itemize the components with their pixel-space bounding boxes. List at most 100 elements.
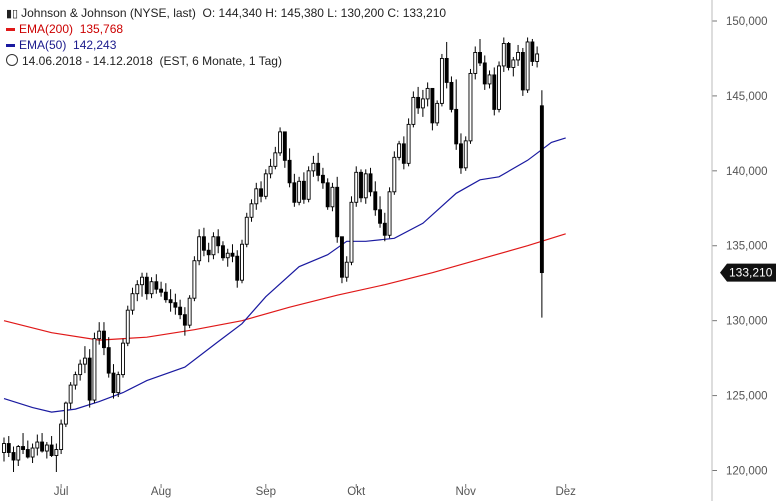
candle <box>68 382 73 410</box>
candle <box>197 229 202 266</box>
candle <box>363 169 368 204</box>
candle <box>344 256 349 282</box>
ohlc-values: O: 144,340 H: 145,380 L: 130,200 C: 133,… <box>202 6 447 20</box>
candle <box>125 305 130 347</box>
candle <box>511 56 516 77</box>
candle <box>325 178 330 210</box>
candle <box>349 196 354 266</box>
candle <box>149 277 154 299</box>
candle <box>330 182 335 212</box>
candle <box>516 44 521 66</box>
candle <box>182 307 187 336</box>
last-value-label: 133,210 <box>729 266 773 280</box>
candle <box>240 239 244 284</box>
candle <box>140 272 144 297</box>
candle <box>16 445 21 467</box>
candle <box>106 337 111 378</box>
date-range-row: 14.06.2018 - 14.12.2018 (EST, 6 Monate, … <box>6 54 282 69</box>
candle <box>401 136 406 170</box>
candle <box>501 37 506 72</box>
y-tick-label: 140,000 <box>726 166 768 178</box>
candle <box>273 146 278 170</box>
candle <box>263 169 268 200</box>
candle <box>163 283 168 303</box>
candle <box>211 232 216 260</box>
y-tick-label: 120,000 <box>726 466 768 478</box>
candle <box>306 166 311 203</box>
candle <box>259 181 263 203</box>
candle <box>430 87 435 131</box>
candle <box>206 242 211 263</box>
candle <box>287 148 292 188</box>
candle <box>2 437 6 462</box>
candle <box>201 227 206 257</box>
candle <box>292 173 297 207</box>
candle <box>87 349 92 408</box>
axes: 120,000 125,000 130,000 135,000 140,000 145,0… <box>54 0 768 501</box>
candle <box>459 133 463 174</box>
x-tick-label: Aug <box>151 486 171 498</box>
ema50-swatch <box>6 44 15 48</box>
x-tick-label: Okt <box>347 486 366 498</box>
candle <box>478 38 482 66</box>
candle <box>59 419 64 455</box>
ema-50-series-path <box>3 137 566 413</box>
candle <box>54 443 59 473</box>
candle <box>230 244 235 263</box>
candle <box>411 91 416 128</box>
candle <box>6 436 11 458</box>
candle <box>49 436 54 458</box>
candle <box>135 280 140 302</box>
candle <box>92 332 97 404</box>
chart-title-row: ▮▯ Johnson & Johnson (NYSE, last) O: 144,… <box>6 6 446 22</box>
candle <box>320 167 325 189</box>
candle <box>373 181 378 216</box>
candles <box>2 37 544 473</box>
candle <box>530 38 535 66</box>
candle <box>359 169 363 203</box>
candle <box>468 68 473 144</box>
candle <box>244 212 249 248</box>
candle <box>73 371 78 390</box>
candle <box>282 131 287 168</box>
candle <box>311 155 316 177</box>
x-tick-label: Nov <box>455 486 476 498</box>
candle <box>221 241 225 261</box>
candle <box>116 371 121 398</box>
range-info: (EST, 6 Monate, 1 Tag) <box>159 54 282 68</box>
candle <box>35 434 40 456</box>
candle <box>392 151 397 195</box>
last-value-marker: 133,210 <box>720 263 776 282</box>
candle <box>340 236 344 284</box>
candle <box>506 41 511 71</box>
ema200-line <box>3 233 566 341</box>
ema-200-series-path <box>3 233 566 341</box>
candle <box>268 158 273 179</box>
candle <box>335 176 340 243</box>
candle <box>30 443 35 464</box>
candle <box>82 346 87 374</box>
ema200-value: 135,768 <box>79 22 124 36</box>
y-tick-label: 150,000 <box>726 16 768 28</box>
date-range: 14.06.2018 - 14.12.2018 <box>22 54 153 68</box>
x-tick-label: Dez <box>555 486 576 498</box>
candle <box>254 182 259 210</box>
candle <box>159 281 164 297</box>
candle <box>297 176 302 206</box>
candle <box>416 86 421 114</box>
clock-icon <box>6 54 18 66</box>
candle <box>368 167 373 197</box>
candle <box>354 166 359 207</box>
candle <box>40 433 45 453</box>
candle <box>487 70 492 89</box>
candle <box>316 152 321 182</box>
y-tick-label: 125,000 <box>726 391 768 403</box>
x-tick-label: Sep <box>256 486 276 498</box>
candle <box>482 55 487 90</box>
candle <box>397 140 402 161</box>
candle <box>144 272 149 300</box>
candle <box>173 293 178 315</box>
candle <box>420 89 425 117</box>
ema50-value: 142,243 <box>73 38 117 52</box>
